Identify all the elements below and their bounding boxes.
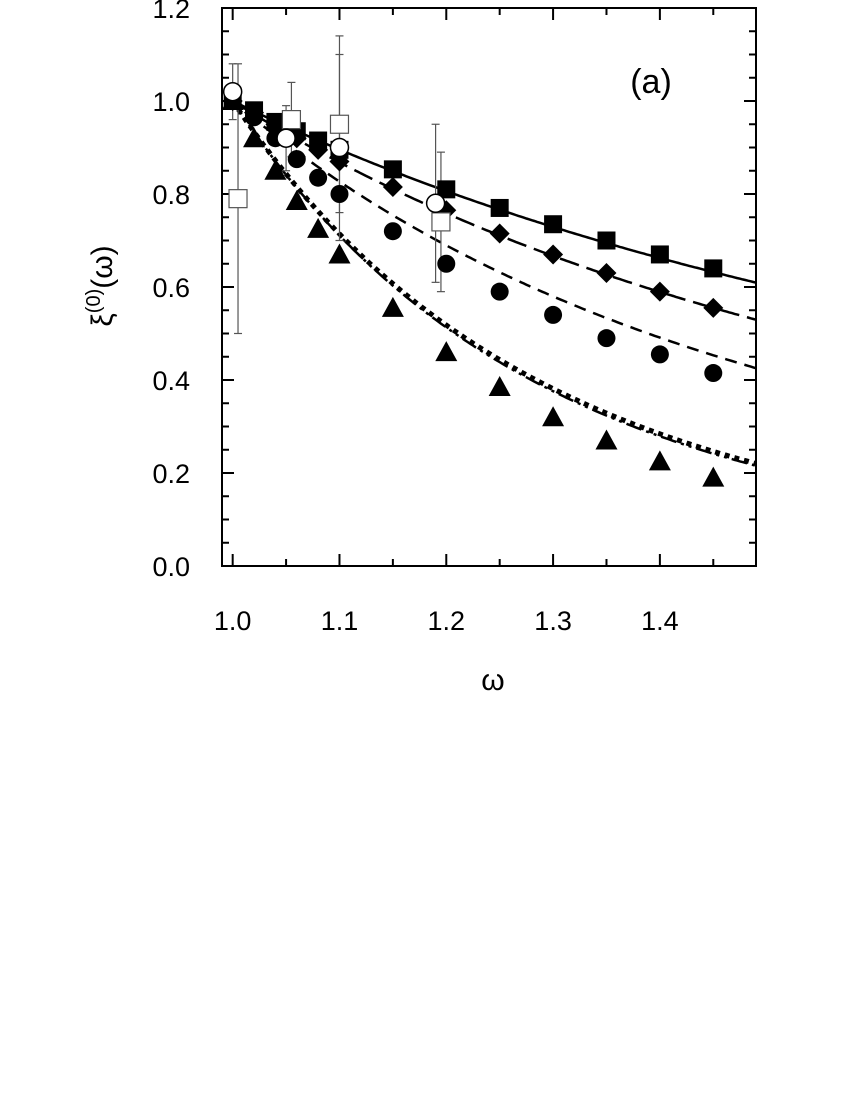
triangle-marker xyxy=(264,159,287,180)
triangle-marker xyxy=(488,375,511,396)
y-axis-title-arg: (ω) xyxy=(86,245,119,288)
x-tick-label: 1.2 xyxy=(428,606,466,636)
x-tick-label: 1.1 xyxy=(321,606,359,636)
open-circle-marker xyxy=(222,81,243,102)
circle-marker xyxy=(597,329,616,348)
circle-marker xyxy=(383,222,402,241)
square-marker xyxy=(650,245,669,264)
circle-marker xyxy=(245,108,264,127)
y-tick-label: 0.2 xyxy=(152,459,190,489)
diamond-marker xyxy=(308,139,329,160)
curve-solid xyxy=(232,99,757,284)
y-tick-label: 0.4 xyxy=(152,366,190,396)
y-tick-label: 1.2 xyxy=(152,0,190,24)
open-square-marker xyxy=(228,189,248,209)
x-tick-label: 1.4 xyxy=(641,606,679,636)
y-axis-title-base: ξ xyxy=(86,313,119,326)
y-tick-label: 0.6 xyxy=(152,273,190,303)
open-square-marker xyxy=(431,212,451,232)
curve-dash-dot-dot xyxy=(231,100,757,467)
diamond-marker xyxy=(329,151,350,172)
diamond-marker xyxy=(596,263,617,284)
triangle-marker xyxy=(307,217,330,238)
triangle-marker xyxy=(243,127,266,148)
diamond-marker xyxy=(703,297,724,318)
svg-text:ξ(0)(ω): ξ(0)(ω) xyxy=(83,245,119,326)
triangle-marker xyxy=(595,429,618,450)
diamond-marker xyxy=(489,223,510,244)
open-square-marker xyxy=(281,109,302,130)
circle-marker xyxy=(330,185,349,203)
y-tick-label: 1.0 xyxy=(152,87,190,117)
y-axis-title: ξ(0)(ω) xyxy=(83,245,119,326)
circle-marker xyxy=(490,282,509,301)
curve-dash xyxy=(231,100,757,370)
panel-label: (a) xyxy=(630,63,672,101)
circle-marker xyxy=(544,305,563,324)
square-marker xyxy=(490,198,509,217)
triangle-marker xyxy=(381,296,404,317)
square-marker xyxy=(437,180,456,199)
x-tick-label: 1.3 xyxy=(534,606,572,636)
square-marker xyxy=(597,231,616,250)
tick-labels: 0.0 0.2 0.4 0.6 0.8 1.0 1.2 1.0 1.1 1.2 1.3 1.4 xyxy=(152,0,678,636)
circle-marker xyxy=(704,364,723,383)
diamond-marker xyxy=(265,114,286,135)
square-marker xyxy=(704,259,723,278)
triangle-marker xyxy=(648,450,671,471)
data-markers xyxy=(221,81,725,487)
curve-dotted-thick xyxy=(230,99,757,466)
model-curves xyxy=(230,99,757,467)
diamond-marker xyxy=(543,244,564,265)
plot-frame xyxy=(221,7,757,567)
circle-marker xyxy=(309,168,328,187)
square-marker xyxy=(544,215,563,234)
y-tick-label: 0.8 xyxy=(152,180,190,210)
circle-marker xyxy=(437,254,456,273)
y-axis-title-sup: (0) xyxy=(83,289,105,313)
square-marker xyxy=(383,160,402,179)
error-bars xyxy=(228,35,445,335)
diamond-marker xyxy=(649,281,670,302)
triangle-marker xyxy=(285,189,308,210)
diamond-marker xyxy=(382,177,403,198)
triangle-marker xyxy=(702,466,725,487)
open-circle-marker xyxy=(329,137,350,158)
circle-marker xyxy=(650,345,669,364)
triangle-marker xyxy=(328,243,351,264)
open-circle-marker xyxy=(425,193,446,214)
circle-marker xyxy=(287,150,306,169)
open-circle-marker xyxy=(276,128,296,148)
open-square-marker xyxy=(329,114,350,134)
y-tick-label: 0.0 xyxy=(152,552,190,582)
axis-ticks xyxy=(222,7,756,567)
x-tick-label: 1.0 xyxy=(214,606,252,636)
triangle-marker xyxy=(435,341,458,362)
x-axis-title: ω xyxy=(481,664,504,697)
triangle-marker xyxy=(542,406,565,427)
